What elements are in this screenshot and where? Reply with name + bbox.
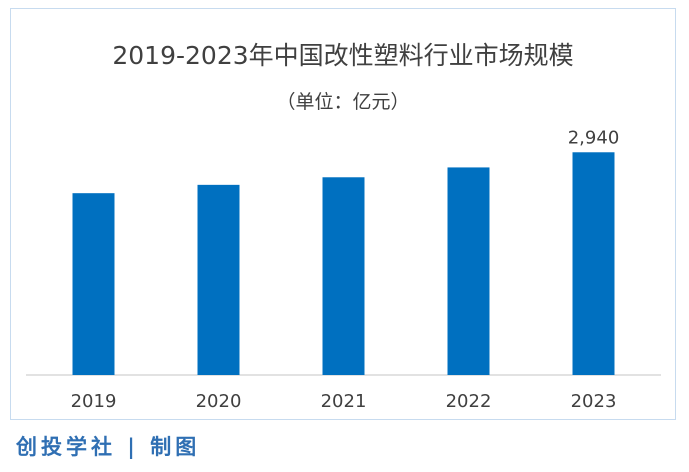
chart-title: 2019-2023年中国改性塑料行业市场规模 bbox=[112, 41, 574, 70]
credit-caption: 创投学社 | 制图 bbox=[16, 434, 201, 459]
bar-chart: 2019 2020 2021 2022 2023 2,940 bbox=[26, 127, 661, 412]
x-tick-label: 2021 bbox=[321, 391, 367, 412]
x-tick-label: 2020 bbox=[196, 391, 242, 412]
chart-subtitle: （单位：亿元） bbox=[276, 91, 410, 113]
bar-2022 bbox=[447, 167, 490, 375]
x-tick-label: 2022 bbox=[446, 391, 492, 412]
x-tick-label: 2019 bbox=[71, 391, 117, 412]
chart-frame: 2019-2023年中国改性塑料行业市场规模 （单位：亿元） 2019 2020 2… bbox=[10, 8, 676, 420]
bar-2023 bbox=[572, 152, 615, 375]
bar-2021 bbox=[322, 177, 365, 375]
data-label: 2,940 bbox=[568, 127, 620, 148]
bar-2020 bbox=[197, 184, 240, 375]
bar-2019 bbox=[72, 193, 115, 375]
x-tick-label: 2023 bbox=[571, 391, 617, 412]
